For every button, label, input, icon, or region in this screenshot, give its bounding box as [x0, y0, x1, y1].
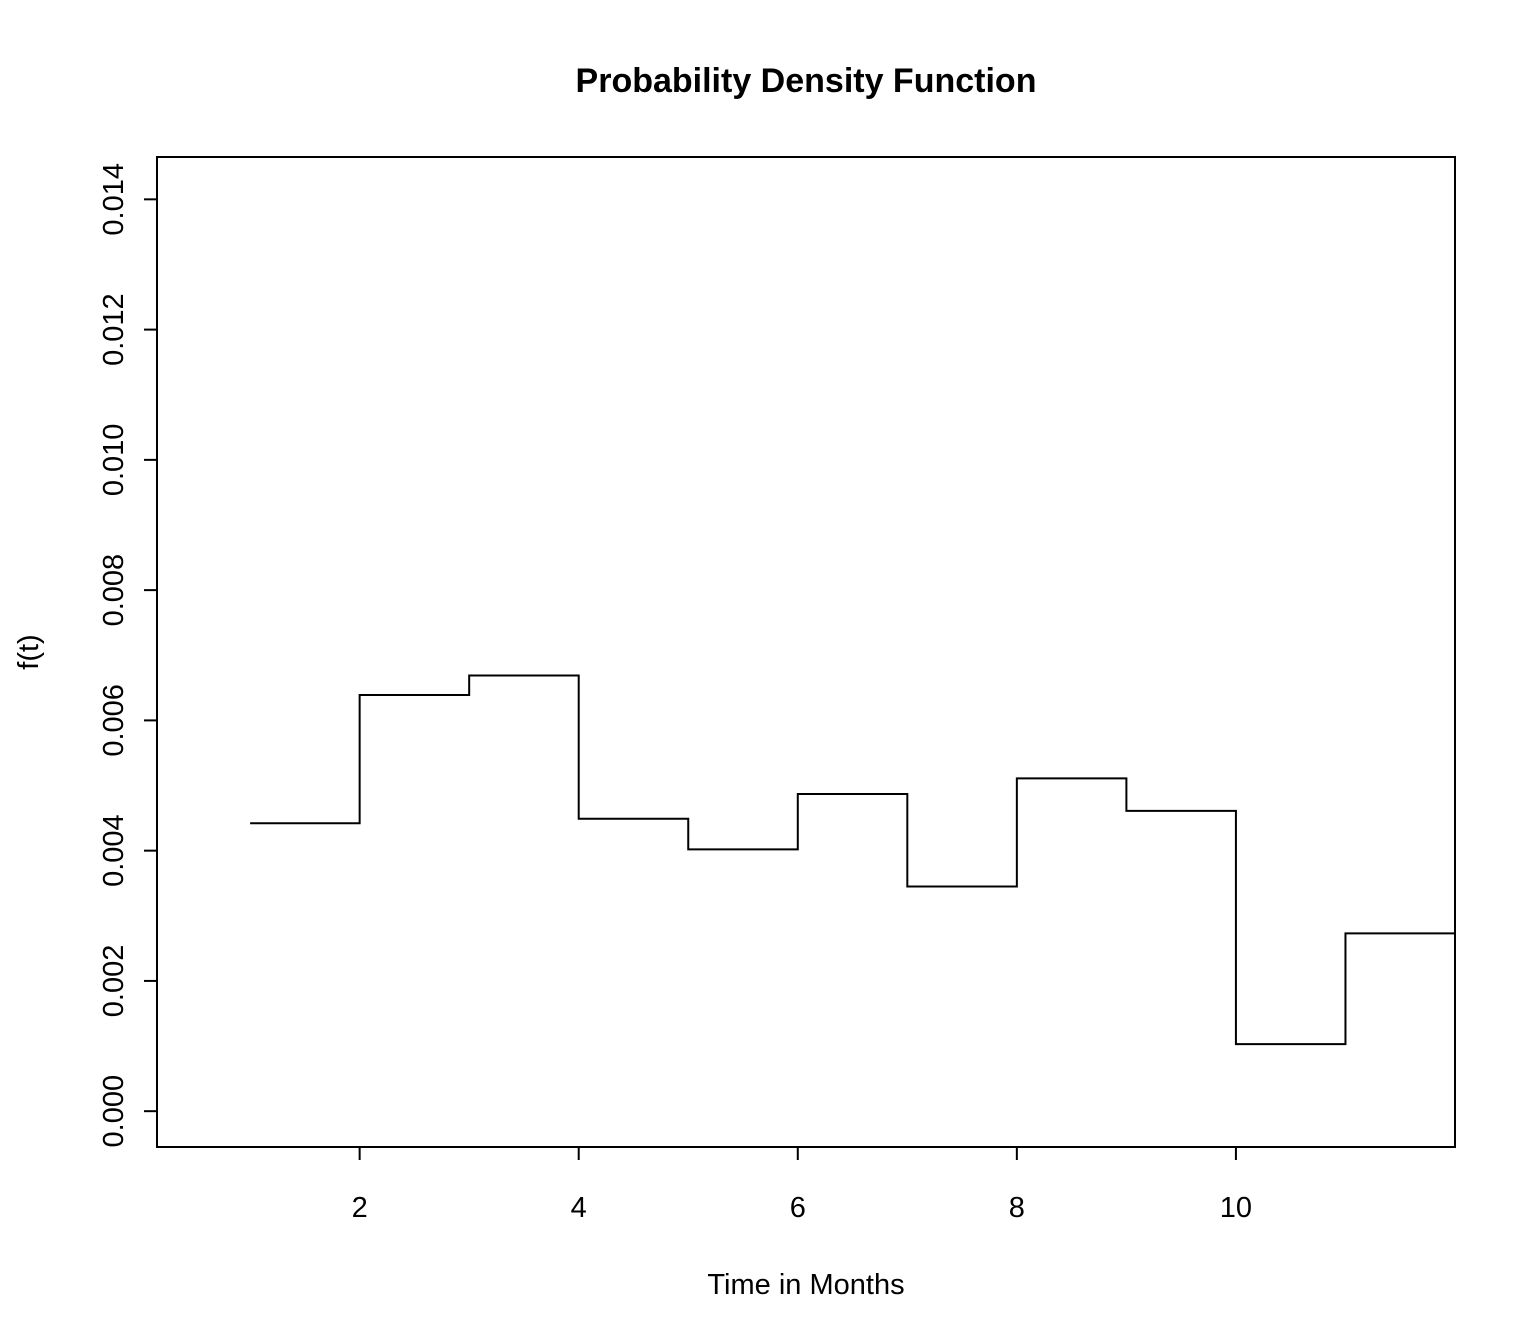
y-axis-label: f(t)	[13, 634, 45, 669]
x-tick-label: 8	[1009, 1192, 1025, 1224]
y-tick-label: 0.006	[98, 684, 130, 757]
chart-title: Probability Density Function	[576, 62, 1037, 100]
x-tick-label: 4	[571, 1192, 587, 1224]
series-step-line	[250, 674, 1455, 1046]
x-tick-label: 2	[352, 1192, 368, 1224]
x-axis: 2 4 6 8 10	[352, 1146, 1252, 1224]
y-tick-label: 0.012	[98, 293, 130, 366]
y-tick-label: 0.004	[98, 814, 130, 887]
plot-frame	[156, 156, 1456, 1148]
x-tick-label: 10	[1220, 1192, 1252, 1224]
x-tick-label: 6	[790, 1192, 806, 1224]
y-axis: 0.000 0.002 0.004 0.006 0.008 0.010 0.012 0.014	[98, 163, 158, 1148]
y-tick-label: 0.014	[98, 163, 130, 236]
x-axis-label: Time in Months	[707, 1269, 904, 1301]
y-tick-label: 0.008	[98, 554, 130, 627]
y-tick-label: 0.010	[98, 424, 130, 497]
y-tick-label: 0.000	[98, 1075, 130, 1148]
y-tick-label: 0.002	[98, 945, 130, 1018]
